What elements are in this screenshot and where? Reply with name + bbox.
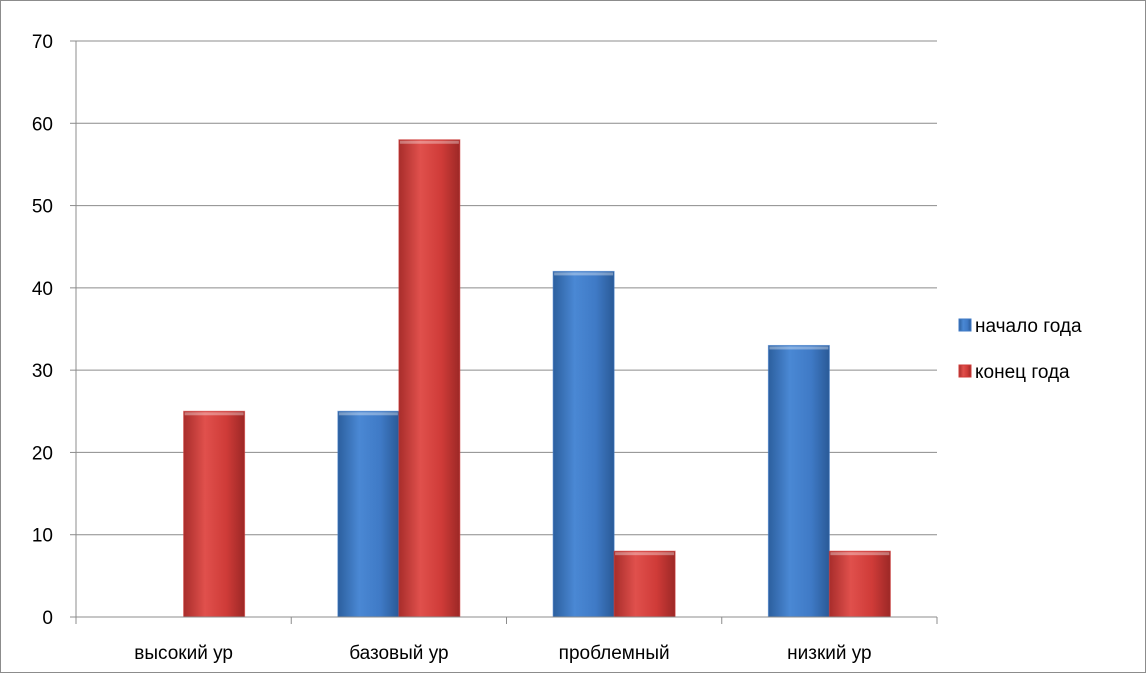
bar: [829, 551, 890, 617]
legend-item: конец года: [959, 362, 1070, 383]
bar: [553, 271, 614, 617]
bar: [399, 140, 460, 617]
bar: [338, 411, 399, 617]
bar: [184, 411, 245, 617]
bar: [614, 551, 675, 617]
legend-swatch: [959, 319, 971, 331]
x-tick-label: высокий ур: [134, 643, 233, 664]
legend: начало года конец года: [959, 316, 1082, 383]
legend-label: начало года: [975, 316, 1082, 337]
x-tick-label: низкий ур: [787, 643, 872, 664]
bar: [768, 345, 829, 617]
y-tick-label: 40: [32, 279, 53, 300]
x-tick-labels: высокий ур базовый ур проблемный низкий ур: [134, 643, 871, 664]
y-tick-label: 30: [32, 361, 53, 382]
bars: [184, 140, 891, 617]
y-tick-label: 20: [32, 443, 53, 464]
x-tick-label: базовый ур: [349, 643, 448, 664]
y-tick-label: 60: [32, 114, 53, 135]
legend-label: конец года: [975, 362, 1070, 383]
y-tick-label: 50: [32, 197, 53, 218]
x-tick-label: проблемный: [559, 643, 670, 664]
legend-swatch: [959, 365, 971, 377]
y-tick-label: 70: [32, 32, 53, 53]
y-tick-label: 10: [32, 526, 53, 547]
y-tick-label: 0: [42, 608, 53, 629]
legend-item: начало года: [959, 316, 1082, 337]
y-tick-labels: 0 10 20 30 40 50 60 70: [32, 32, 53, 629]
